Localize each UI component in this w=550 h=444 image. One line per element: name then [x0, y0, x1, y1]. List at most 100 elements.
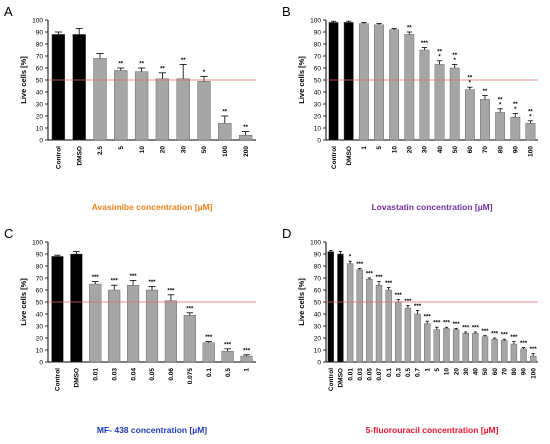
y-tick-label: 90	[36, 251, 44, 258]
bar	[145, 289, 159, 363]
x-tick-label: 0.04	[130, 368, 137, 381]
significance-label: *	[438, 54, 441, 60]
significance-label: ***	[375, 275, 383, 281]
x-tick-label: 5	[434, 368, 441, 372]
bar	[114, 70, 128, 141]
x-axis-title: 5-fluorouracil concentration [µM]	[366, 425, 499, 435]
y-tick-label: 30	[314, 101, 322, 108]
bar	[108, 289, 121, 363]
y-tick-label: 40	[314, 311, 322, 318]
y-tick-label: 80	[36, 41, 44, 48]
x-tick-label: 5	[118, 146, 125, 150]
y-tick-label: 10	[314, 347, 322, 354]
significance-label: **	[139, 62, 144, 68]
bar	[389, 29, 400, 141]
bar	[343, 22, 354, 141]
bar	[472, 333, 479, 363]
x-axis-title: Avasimibe concentration [µM]	[92, 202, 213, 212]
significance-label: *	[514, 107, 517, 113]
x-tick-label: 60	[467, 146, 474, 154]
x-axis-title: MF- 438 concentration [µM]	[97, 425, 207, 435]
bar	[197, 80, 211, 141]
panel-letter: B	[282, 4, 291, 19]
y-tick-label: 0	[317, 359, 321, 366]
x-tick-label: 100	[222, 146, 229, 157]
bar	[72, 34, 86, 141]
y-tick-label: 70	[36, 53, 44, 60]
significance-label: **	[407, 26, 412, 32]
bar	[419, 49, 430, 141]
y-tick-label: 100	[32, 239, 43, 246]
x-tick-label: 50	[452, 146, 459, 154]
bar	[423, 323, 431, 363]
bar	[155, 78, 170, 141]
x-tick-label: 50	[201, 146, 208, 154]
x-tick-label: 0.01	[92, 368, 99, 381]
significance-label: ***	[111, 279, 119, 285]
x-tick-label: 200	[243, 146, 250, 157]
bar	[70, 253, 83, 363]
bar	[481, 336, 489, 363]
x-tick-label: 90	[512, 146, 519, 154]
significance-label: **	[498, 97, 503, 103]
significance-label: **	[243, 125, 248, 131]
significance-label: *	[529, 114, 532, 120]
significance-label: ***	[424, 315, 432, 321]
y-tick-label: 100	[32, 17, 43, 24]
bar	[525, 122, 536, 141]
y-tick-label: 60	[36, 65, 44, 72]
bar	[328, 22, 339, 141]
significance-label: *	[203, 70, 206, 76]
x-tick-label: 10	[444, 368, 451, 376]
y-tick-label: 10	[36, 347, 44, 354]
x-tick-label: 40	[437, 146, 444, 154]
significance-label: ***	[186, 306, 194, 312]
x-tick-label: 0.01	[347, 368, 354, 381]
bar	[346, 263, 354, 363]
significance-label: ***	[205, 335, 213, 341]
y-axis-label: Live cells [%]	[297, 56, 306, 104]
bar	[89, 283, 102, 363]
bar	[202, 342, 215, 363]
significance-label: **	[160, 66, 165, 72]
bar	[238, 134, 253, 141]
significance-label: **	[513, 102, 518, 108]
y-tick-label: 80	[36, 263, 44, 270]
y-axis-label: Live cells [%]	[297, 278, 306, 326]
y-tick-label: 30	[36, 101, 44, 108]
significance-label: ***	[395, 293, 403, 299]
bar	[93, 58, 107, 141]
x-tick-label: Control	[331, 146, 338, 169]
y-tick-label: 40	[36, 311, 44, 318]
x-tick-label: 100	[528, 146, 535, 157]
significance-label: **	[468, 76, 473, 82]
y-tick-label: 90	[314, 29, 322, 36]
bar	[127, 285, 140, 363]
bar	[449, 67, 460, 141]
x-tick-label: 1	[361, 146, 368, 150]
x-tick-label: 80	[511, 368, 518, 376]
y-tick-label: 30	[314, 323, 322, 330]
x-tick-label: 20	[406, 146, 413, 154]
bar	[164, 300, 177, 363]
bar	[443, 328, 450, 363]
bar	[414, 313, 421, 363]
y-tick-label: 100	[310, 17, 321, 24]
significance-label: ***	[453, 322, 461, 328]
significance-label: **	[222, 110, 227, 116]
bar	[404, 307, 412, 363]
y-tick-label: 100	[310, 239, 321, 246]
significance-label: *	[454, 58, 457, 64]
x-tick-label: 0.7	[415, 368, 422, 377]
bar	[495, 112, 506, 141]
bar	[404, 34, 415, 141]
x-tick-label: 100	[530, 368, 537, 379]
significance-label: **	[483, 89, 488, 95]
x-tick-label: 0.1	[206, 368, 213, 377]
y-tick-label: 70	[314, 275, 322, 282]
significance-label: ***	[501, 333, 509, 339]
panel-A: A Live cells [%] 0 10 20 30 40 50 60 70 80 90 100 Con…	[4, 4, 256, 212]
y-tick-label: 50	[36, 299, 44, 306]
x-tick-label: 10	[391, 146, 398, 154]
